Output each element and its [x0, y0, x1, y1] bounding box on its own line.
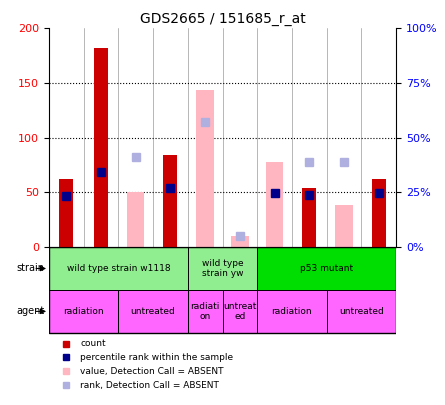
Text: radiati
on: radiati on [190, 302, 220, 321]
Bar [222, 290, 257, 333]
Bar [188, 290, 222, 333]
Bar [197, 90, 214, 247]
Title: GDS2665 / 151685_r_at: GDS2665 / 151685_r_at [140, 12, 305, 26]
Text: untreat
ed: untreat ed [223, 302, 257, 321]
Bar [327, 290, 396, 333]
Text: agent: agent [16, 306, 44, 316]
Text: count: count [80, 339, 106, 348]
Text: strain: strain [16, 264, 44, 273]
Text: rank, Detection Call = ABSENT: rank, Detection Call = ABSENT [80, 381, 219, 390]
Bar [59, 179, 73, 247]
Bar [257, 247, 396, 290]
Bar [94, 48, 108, 247]
Bar [188, 247, 257, 290]
Bar [266, 162, 283, 247]
Bar [49, 247, 396, 333]
Text: radiation: radiation [63, 307, 104, 316]
Bar [49, 247, 188, 290]
Text: radiation: radiation [271, 307, 312, 316]
Bar [118, 290, 188, 333]
Text: value, Detection Call = ABSENT: value, Detection Call = ABSENT [80, 367, 224, 376]
Bar [257, 290, 327, 333]
Bar [127, 192, 144, 247]
Bar [336, 205, 353, 247]
Text: p53 mutant: p53 mutant [300, 264, 353, 273]
Bar [231, 236, 248, 247]
Text: wild type strain w1118: wild type strain w1118 [67, 264, 170, 273]
Text: percentile rank within the sample: percentile rank within the sample [80, 353, 233, 362]
Bar [372, 179, 386, 247]
Bar [163, 155, 178, 247]
Bar [302, 188, 316, 247]
Bar [49, 290, 118, 333]
Text: untreated: untreated [339, 307, 384, 316]
Text: wild type
strain yw: wild type strain yw [202, 259, 243, 278]
Text: untreated: untreated [131, 307, 175, 316]
